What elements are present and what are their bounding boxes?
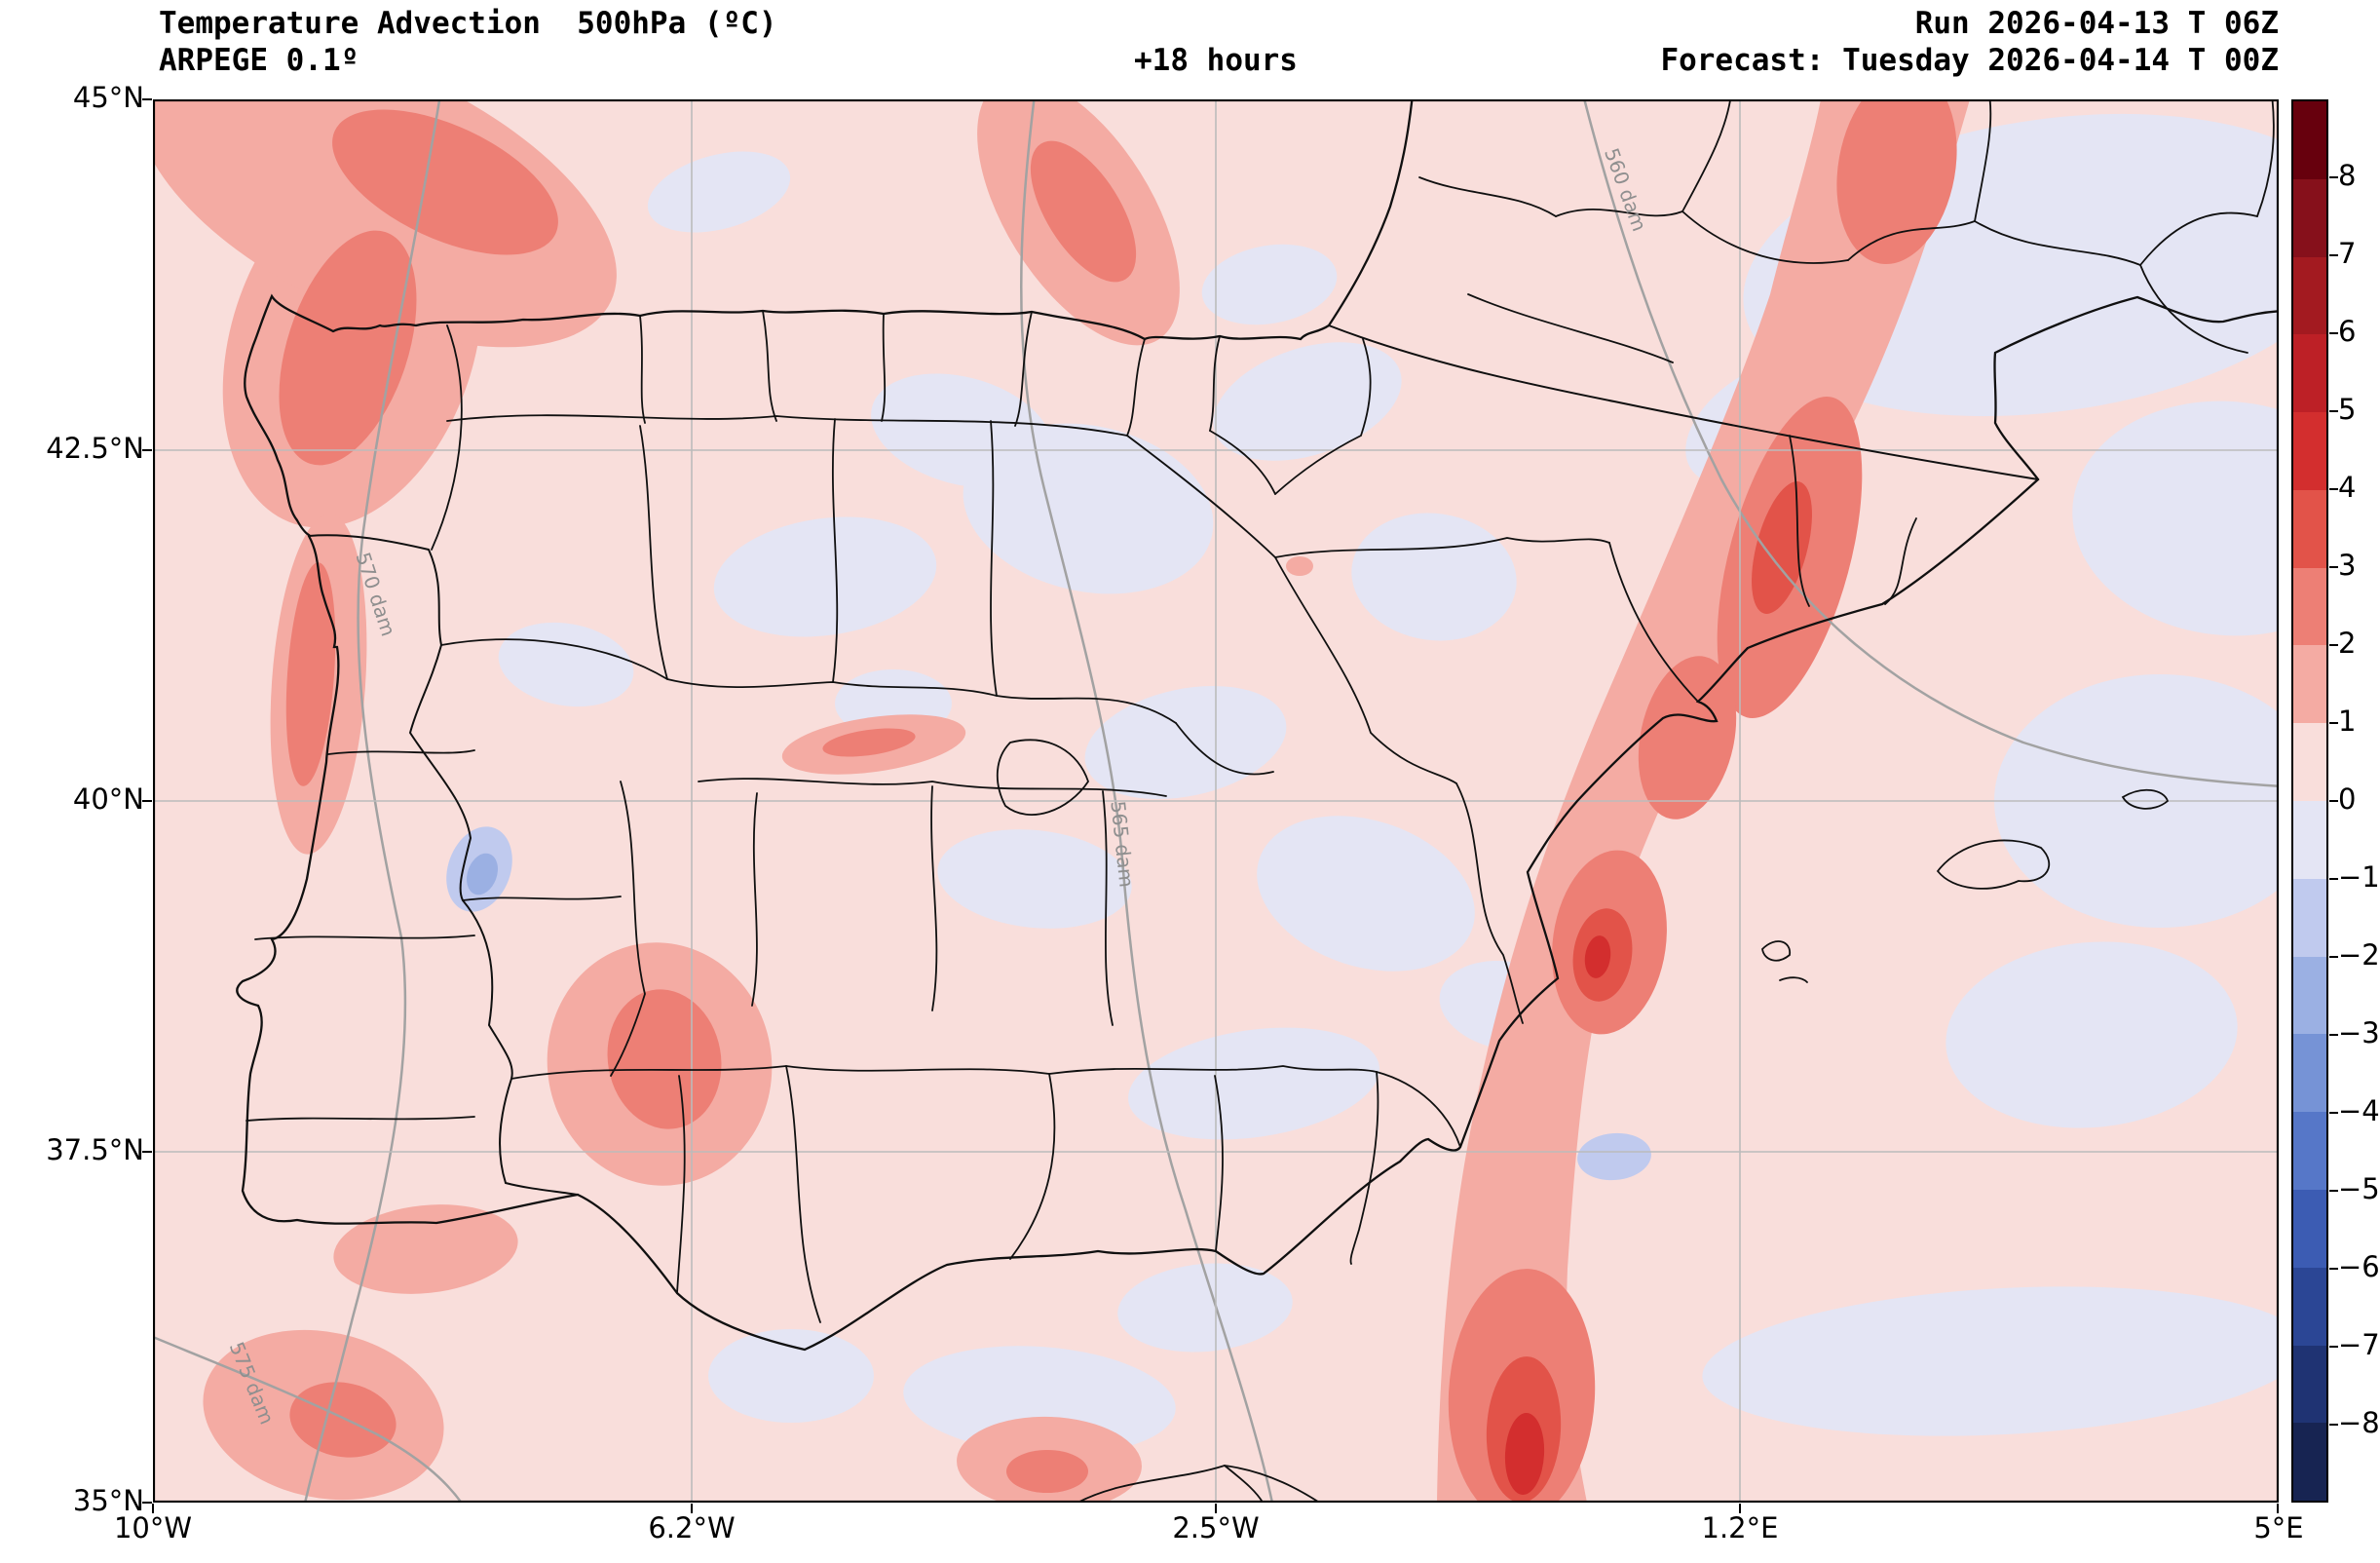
- forecast-label: Forecast: Tuesday 2026-04-14 T 00Z: [1660, 43, 2279, 78]
- colorbar-tick-label: 5: [2338, 393, 2357, 426]
- y-axis-tick-mark: [142, 449, 152, 451]
- colorbar-tick-mark: [2329, 488, 2338, 490]
- colorbar-tick-mark: [2329, 332, 2338, 334]
- colorbar-tick-mark: [2329, 176, 2338, 178]
- colorbar-segment-2: [2293, 256, 2326, 335]
- colorbar-tick-mark: [2329, 1346, 2338, 1348]
- x-axis-tick-mark: [1739, 1504, 1741, 1513]
- pyrenees-border: [1328, 324, 2039, 480]
- y-axis-tick-mark: [142, 1151, 152, 1153]
- coastline: [236, 99, 2279, 1352]
- colorbar-segment-12: [2293, 1034, 2326, 1113]
- gridlines: [153, 99, 2279, 1503]
- colorbar-segment-11: [2293, 956, 2326, 1035]
- colorbar-tick-label: 0: [2338, 782, 2357, 816]
- plot-frame: [153, 99, 2279, 1503]
- african-coastline: [1076, 1465, 1322, 1503]
- run-label: Run 2026-04-13 T 06Z: [1914, 6, 2279, 41]
- colorbar-tick-mark: [2329, 1112, 2338, 1114]
- colorbar-segment-8: [2293, 723, 2326, 802]
- boundaries: [236, 99, 2279, 1503]
- colorbar-segment-6: [2293, 567, 2326, 646]
- colorbar-tick-label: 6: [2338, 315, 2357, 348]
- colorbar-segment-10: [2293, 878, 2326, 957]
- map-plot: 570 dam 575 dam 565 dam 560 dam: [153, 99, 2279, 1503]
- colorbar-tick-mark: [2329, 566, 2338, 568]
- colorbar-segment-1: [2293, 178, 2326, 257]
- colorbar-segment-14: [2293, 1189, 2326, 1268]
- colorbar-tick-mark: [2329, 1424, 2338, 1426]
- colorbar-segment-7: [2293, 645, 2326, 724]
- colorbar-segment-16: [2293, 1345, 2326, 1424]
- x-axis-tick-mark: [691, 1504, 693, 1513]
- y-axis-tick-mark: [142, 800, 152, 802]
- x-axis-tick-label: 5°E: [2253, 1511, 2304, 1544]
- x-axis-tick-label: 6.2°W: [648, 1511, 736, 1544]
- colorbar-tick-label: −3: [2338, 1016, 2380, 1049]
- colorbar-segment-17: [2293, 1423, 2326, 1502]
- colorbar-tick-mark: [2329, 878, 2338, 880]
- colorbar-segment-15: [2293, 1267, 2326, 1346]
- colorbar-segment-13: [2293, 1112, 2326, 1190]
- x-axis-tick-mark: [1215, 1504, 1217, 1513]
- colorbar-tick-label: 4: [2338, 471, 2357, 504]
- y-axis-tick-label: 37.5°N: [46, 1133, 144, 1166]
- france-department-boundaries: [1418, 99, 2275, 363]
- model-label: ARPEGE 0.1º: [159, 43, 359, 78]
- lead-time-label: +18 hours: [1134, 43, 1298, 78]
- page-title: Temperature Advection 500hPa (ºC): [159, 6, 777, 41]
- colorbar-tick-mark: [2329, 722, 2338, 724]
- colorbar-tick-label: 7: [2338, 237, 2357, 270]
- colorbar-tick-label: −6: [2338, 1250, 2380, 1283]
- colorbar-tick-label: −1: [2338, 860, 2380, 894]
- colorbar-tick-mark: [2329, 410, 2338, 412]
- balearic-islands: [1761, 788, 2170, 983]
- colorbar-tick-label: 3: [2338, 549, 2357, 582]
- colorbar-tick-label: −4: [2338, 1094, 2380, 1127]
- y-axis-tick-label: 42.5°N: [46, 432, 144, 465]
- colorbar-tick-mark: [2329, 956, 2338, 958]
- colorbar-tick-label: 1: [2338, 705, 2357, 738]
- colorbar-tick-label: 2: [2338, 627, 2357, 660]
- x-axis-tick-label: 2.5°W: [1172, 1511, 1260, 1544]
- colorbar-tick-mark: [2329, 254, 2338, 256]
- y-axis-tick-label: 35°N: [72, 1484, 144, 1517]
- province-boundaries: [246, 310, 1917, 1323]
- y-axis-tick-mark: [142, 1502, 152, 1504]
- colorbar-tick-label: −8: [2338, 1406, 2380, 1439]
- colorbar-tick-mark: [2329, 800, 2338, 802]
- colorbar-tick-mark: [2329, 1034, 2338, 1036]
- colorbar-tick-label: −5: [2338, 1172, 2380, 1205]
- y-axis-tick-label: 45°N: [72, 81, 144, 114]
- colorbar-tick-mark: [2329, 1190, 2338, 1192]
- colorbar-segment-9: [2293, 801, 2326, 879]
- colorbar-segment-5: [2293, 489, 2326, 568]
- geopotential-contours: [153, 99, 2279, 1503]
- colorbar-segment-4: [2293, 412, 2326, 490]
- portugal-spain-border: [308, 534, 579, 1196]
- colorbar-tick-label: 8: [2338, 159, 2357, 192]
- colorbar-tick-mark: [2329, 1268, 2338, 1270]
- x-axis-tick-label: 1.2°E: [1701, 1511, 1779, 1544]
- colorbar: [2291, 99, 2328, 1503]
- x-axis-tick-label: 10°W: [113, 1511, 193, 1544]
- colorbar-segment-0: [2293, 101, 2326, 179]
- y-axis-tick-mark: [142, 98, 152, 100]
- colorbar-tick-label: −2: [2338, 938, 2380, 972]
- colorbar-segment-3: [2293, 334, 2326, 413]
- x-axis-tick-mark: [152, 1504, 154, 1513]
- y-axis-tick-label: 40°N: [72, 782, 144, 816]
- x-axis-tick-mark: [2277, 1504, 2279, 1513]
- colorbar-tick-label: −7: [2338, 1328, 2380, 1361]
- colorbar-tick-mark: [2329, 644, 2338, 646]
